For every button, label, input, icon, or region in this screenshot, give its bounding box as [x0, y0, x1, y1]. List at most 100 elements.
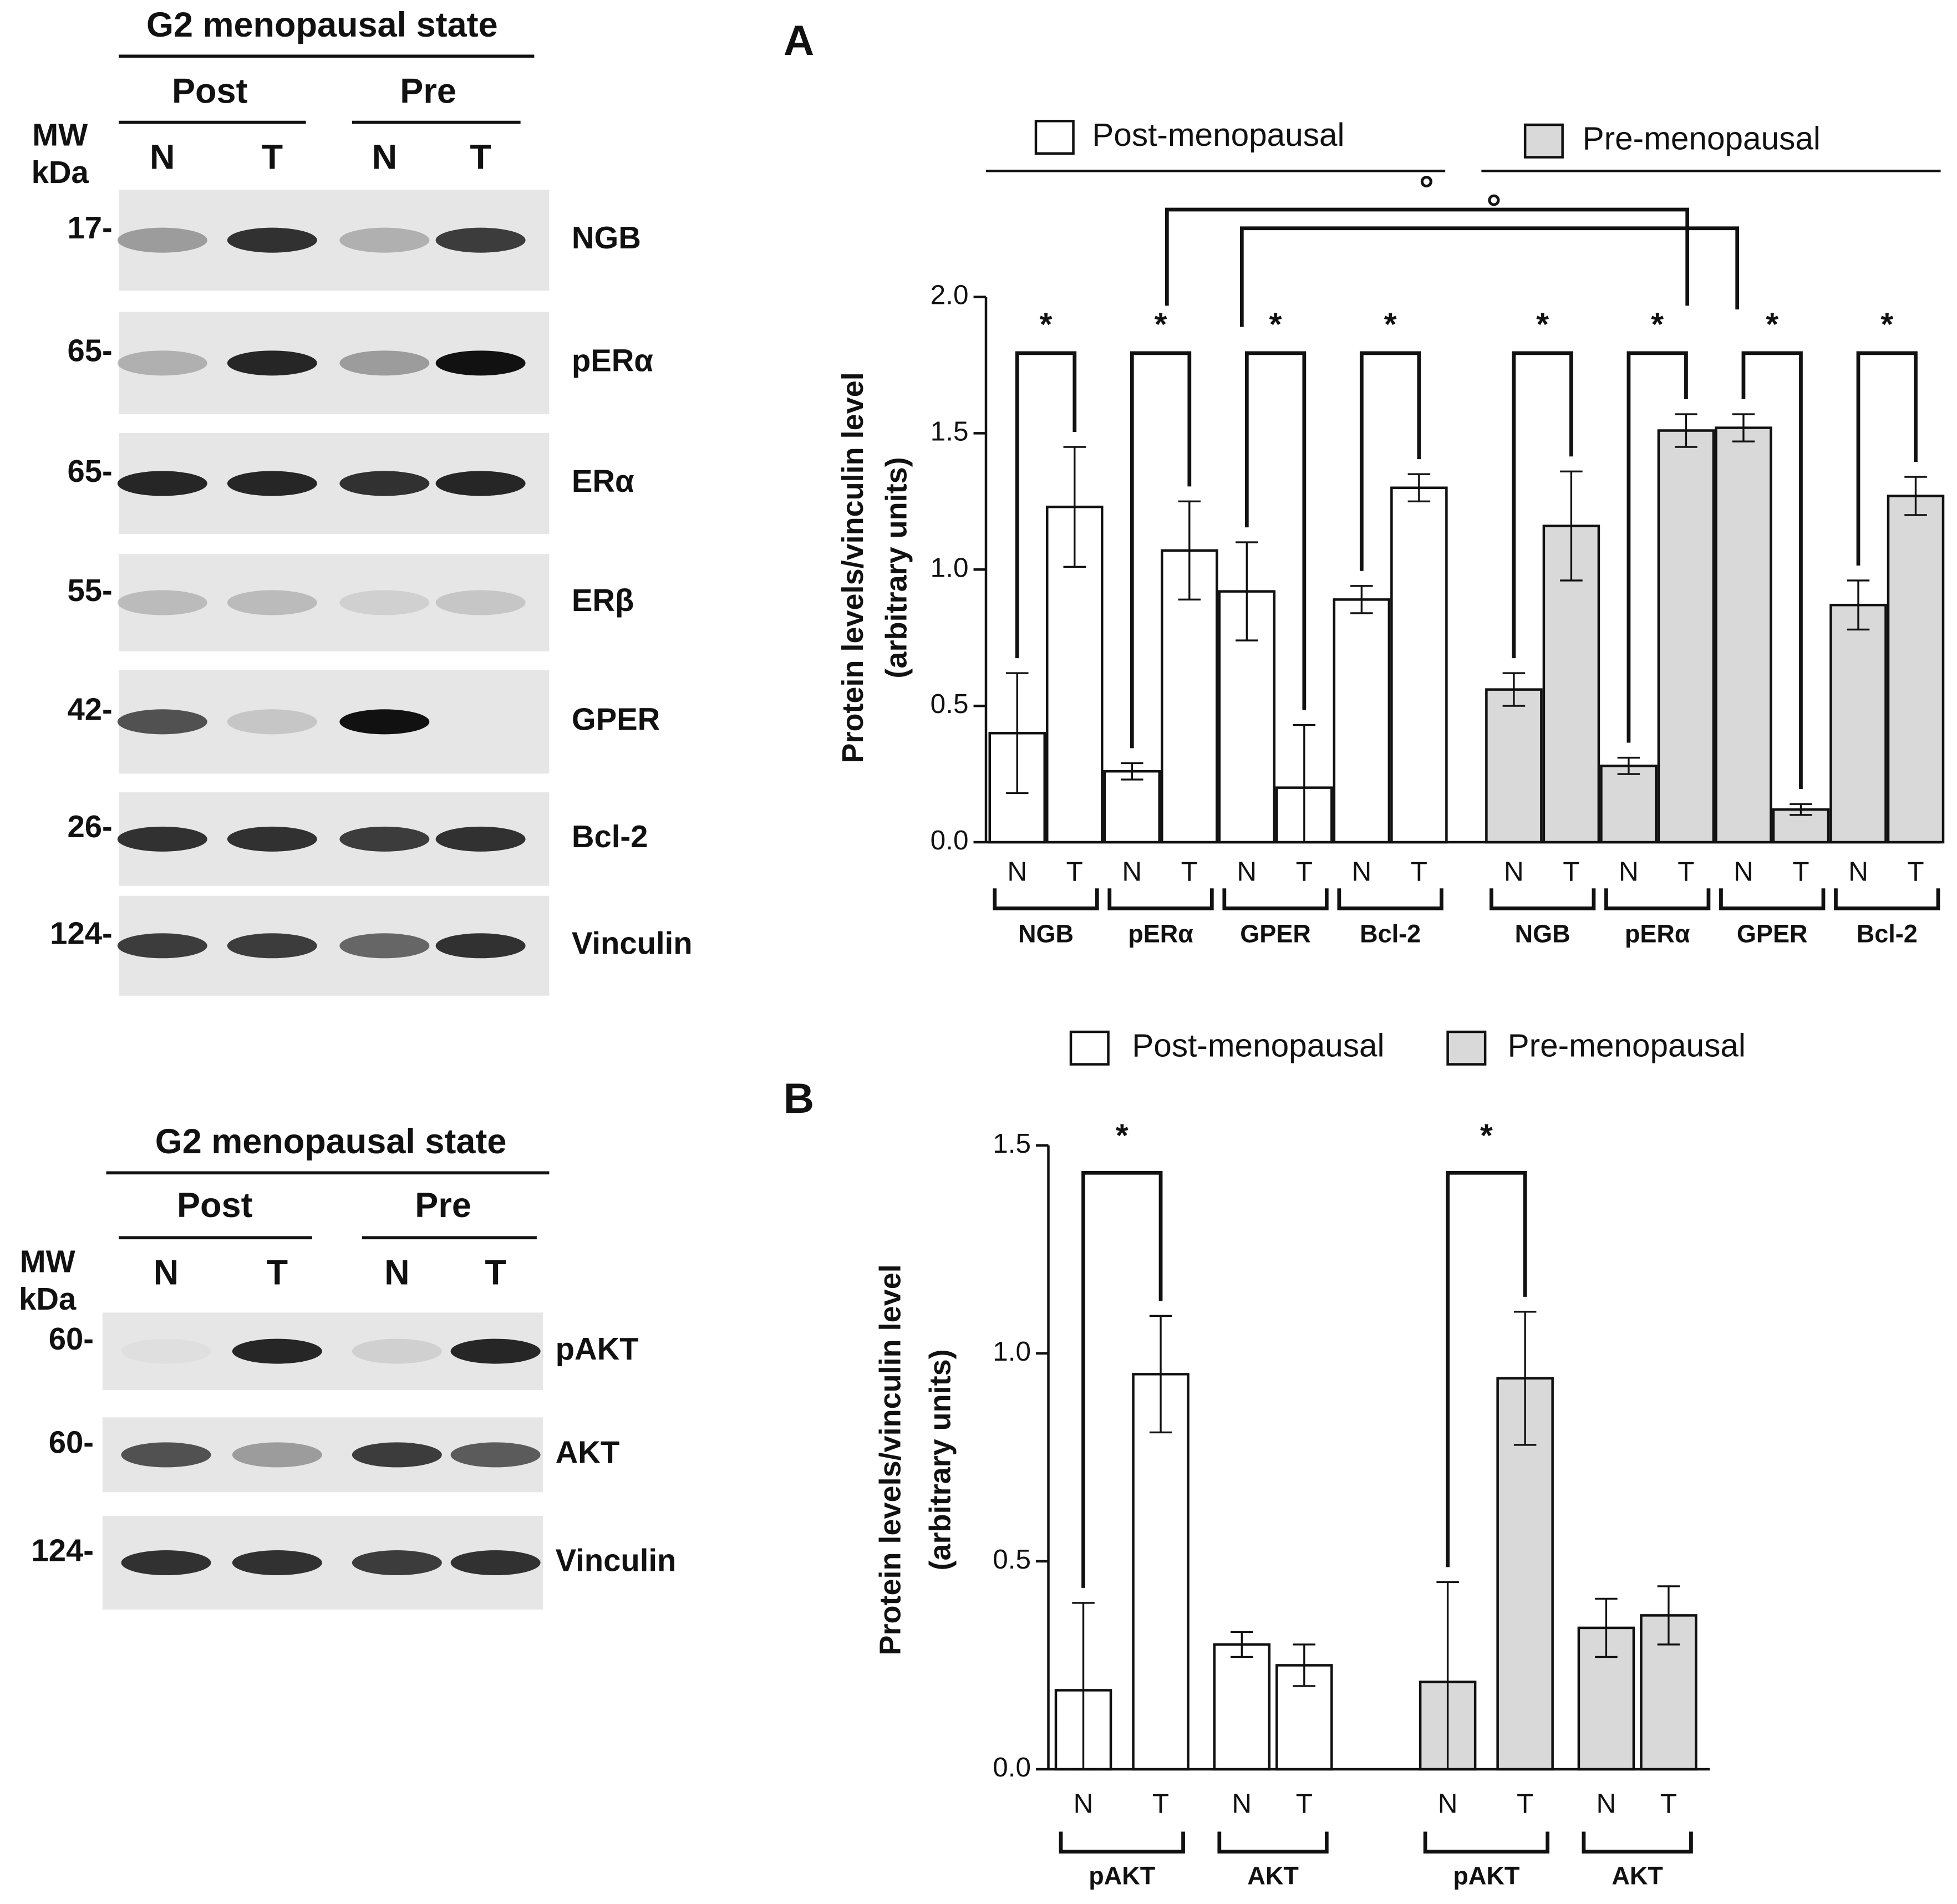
significance-bracket: [1244, 351, 1307, 710]
significance-mark: *: [1116, 1118, 1129, 1154]
significance-mark: *: [1651, 307, 1664, 343]
significance-bracket: [1856, 351, 1918, 566]
group-label: Bcl-2: [1857, 920, 1918, 948]
y-tick-label: 1.5: [993, 1128, 1031, 1159]
band: [450, 1442, 541, 1468]
band: [450, 1550, 541, 1576]
band: [435, 350, 526, 376]
x-tick-label: T: [1660, 1788, 1677, 1819]
band: [227, 350, 317, 376]
band: [227, 590, 317, 615]
protein-label: Vinculin: [556, 1542, 677, 1577]
blot-group: Post: [177, 1186, 253, 1225]
lane-label: N: [372, 138, 398, 177]
error-bar: [1121, 762, 1143, 781]
x-tick-label: T: [1678, 856, 1694, 887]
x-tick-label: N: [1438, 1788, 1458, 1819]
lane-label: N: [150, 138, 175, 177]
significance-bracket: [1446, 1170, 1527, 1567]
significance-mark: *: [1384, 307, 1397, 343]
x-tick-label: N: [1848, 856, 1868, 887]
y-tick-label: 0.5: [993, 1544, 1031, 1575]
protein-label: Vinculin: [572, 926, 693, 961]
band: [117, 471, 207, 496]
band: [121, 1339, 211, 1364]
x-tick-label: N: [1619, 856, 1639, 887]
band: [121, 1442, 211, 1468]
blot-group: Pre: [415, 1186, 471, 1225]
error-bar: [1293, 724, 1316, 843]
band: [121, 1550, 211, 1576]
x-tick-label: T: [1517, 1788, 1533, 1819]
blot-title: G2 menopausal state: [155, 1122, 507, 1161]
bar: [1657, 429, 1715, 844]
bar: [1485, 688, 1543, 844]
protein-label: Bcl-2: [572, 819, 648, 854]
x-tick-label: N: [1734, 856, 1753, 887]
bar: [1333, 598, 1391, 844]
band: [435, 471, 526, 496]
group-label: GPER: [1737, 920, 1808, 948]
error-bar: [1732, 413, 1755, 442]
significance-bracket: [1015, 351, 1077, 659]
group-label: pERα: [1128, 920, 1193, 948]
legend-swatch: [1523, 123, 1564, 159]
error-bar: [1595, 1597, 1618, 1658]
significance-bracket: [1512, 351, 1573, 659]
significance-bracket: [1130, 351, 1192, 749]
x-tick-label: T: [1181, 856, 1198, 887]
group-bracket: [1719, 888, 1826, 910]
x-tick-label: T: [1907, 856, 1924, 887]
error-bar: [1293, 1643, 1316, 1687]
blot-strip: [119, 554, 550, 651]
group-label: NGB: [1515, 920, 1570, 948]
band: [227, 933, 317, 959]
group-bracket: [993, 888, 1099, 910]
significance-bracket: [1626, 351, 1688, 743]
mw-value: 55-: [67, 573, 112, 608]
group-bracket: [1107, 888, 1214, 910]
bar: [1132, 1373, 1190, 1771]
x-tick-label: N: [1074, 1788, 1094, 1819]
mw-value: 124-: [50, 916, 113, 951]
x-tick-label: T: [1563, 856, 1579, 887]
group-label: pERα: [1625, 920, 1690, 948]
y-tick-label: 0.0: [931, 825, 969, 856]
band: [117, 933, 207, 959]
significance-mark: *: [1155, 307, 1167, 343]
error-bar: [1149, 1315, 1172, 1434]
bar: [1772, 808, 1830, 844]
cross-mark: °: [1486, 187, 1501, 229]
protein-label: pAKT: [556, 1331, 639, 1366]
error-bar: [1236, 541, 1258, 642]
band: [435, 590, 526, 615]
legend-swatch: [1446, 1030, 1487, 1066]
group-bracket: [1217, 1831, 1329, 1854]
bar: [1715, 426, 1772, 844]
x-tick-label: N: [1232, 1788, 1252, 1819]
x-tick-label: N: [1504, 856, 1524, 887]
y-tick-label: 2.0: [931, 280, 969, 310]
significance-bracket: [1741, 351, 1803, 790]
group-bracket: [1834, 888, 1940, 910]
error-bar: [1436, 1581, 1459, 1770]
y-axis-label: (arbitrary units): [924, 1349, 957, 1570]
group-label: NGB: [1018, 920, 1074, 948]
legend-label: Pre-menopausal: [1583, 121, 1821, 157]
y-tick-label: 1.0: [931, 552, 969, 583]
error-bar: [1502, 672, 1526, 707]
legend-label: Post-menopausal: [1092, 117, 1344, 153]
mw-value: 60-: [49, 1321, 94, 1356]
error-bar: [1904, 476, 1927, 516]
significance-mark: *: [1269, 307, 1282, 343]
protein-label: NGB: [572, 220, 641, 255]
legend-swatch: [1069, 1030, 1110, 1066]
bar: [1103, 770, 1161, 844]
bar: [1887, 495, 1945, 844]
band: [352, 1550, 442, 1576]
group-bracket: [1490, 888, 1596, 910]
band: [435, 826, 526, 852]
band: [117, 350, 207, 376]
y-axis-label: (arbitrary units): [880, 457, 913, 678]
